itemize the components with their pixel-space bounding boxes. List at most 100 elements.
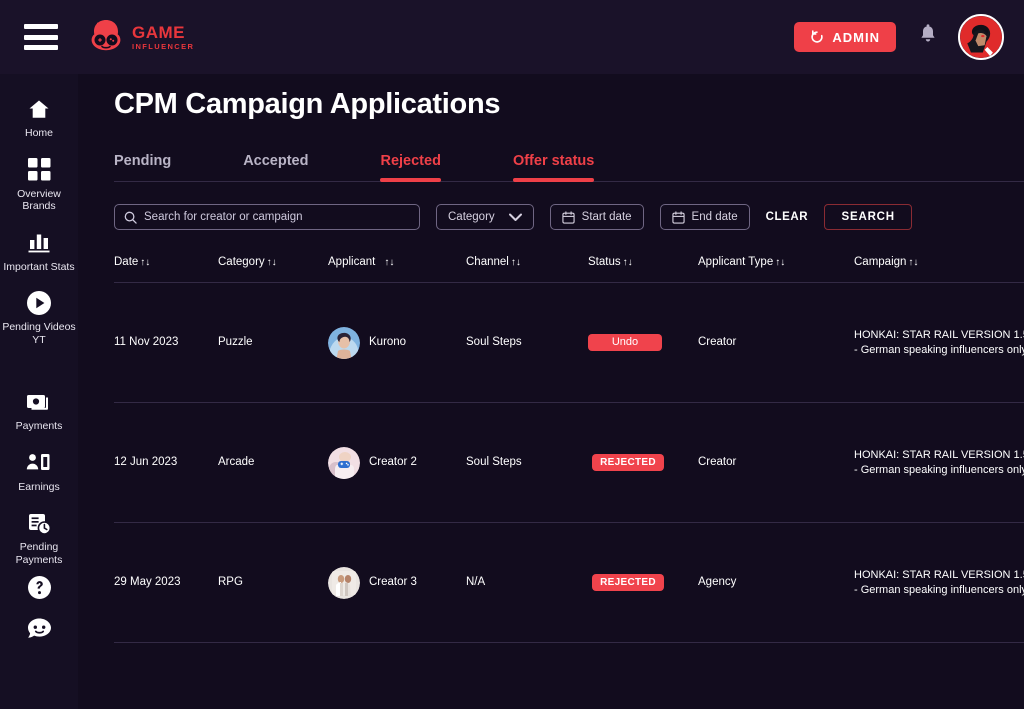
applicant-name: Creator 3 [369,576,417,588]
tab-bar: Pending Accepted Rejected Offer status [114,153,1024,182]
sidebar-item-label: Important Stats [3,260,75,273]
cell-category: Arcade [218,456,255,468]
column-header-date[interactable]: Date ↑↓ [114,256,218,268]
avatar-image [960,16,1002,58]
category-label: Category [448,211,495,223]
cell-status: REJECTED [588,454,698,471]
applicant-avatar [328,446,360,479]
brand-title: GAME [132,22,185,42]
search-input[interactable] [144,211,410,223]
sidebar-item-home[interactable]: Home [0,88,78,149]
applicant-name: Kurono [369,336,407,348]
admin-button[interactable]: ADMIN [794,22,896,52]
applicant-avatar [328,326,360,359]
sidebar-item-earnings[interactable]: Earnings [0,442,78,503]
cell-channel: Soul Steps [466,336,522,348]
cell-campaign: HONKAI: STAR RAIL VERSION 1.5 - German s… [854,449,1024,476]
tab-accepted[interactable]: Accepted [243,153,309,169]
column-label: Applicant [328,256,376,268]
cell-applicant: Kurono [328,326,466,359]
cell-applicant: Creator 2 [328,446,466,479]
cell-campaign: HONKAI: STAR RAIL VERSION 1.5 - German s… [854,569,1024,596]
column-header-applicant-type[interactable]: Applicant Type ↑↓ [698,256,854,268]
bell-icon [921,23,935,41]
sidebar-item-label: Earnings [18,480,60,493]
end-date-label: End date [691,211,738,223]
top-bar: GAME INFLUENCER ADMIN [0,0,1024,74]
cell-applicant-type: Creator [698,456,737,468]
sidebar-item-pending-payments[interactable]: Pending Payments [0,502,78,575]
sort-icon: ↑↓ [266,256,277,268]
top-bar-actions: ADMIN [794,14,1004,60]
sidebar-item-pending-videos-yt[interactable]: Pending Videos YT [0,282,78,355]
hamburger-menu-icon[interactable] [24,24,58,50]
cell-category: RPG [218,576,243,588]
tab-rejected[interactable]: Rejected [380,153,442,182]
category-select[interactable]: Category [436,204,534,230]
sort-icon: ↑↓ [622,256,633,268]
search-button[interactable]: SEARCH [824,204,913,230]
hamburger-bar [24,34,58,40]
end-date-picker[interactable]: End date [659,204,750,230]
cell-status: Undo [588,334,698,351]
user-avatar[interactable] [958,14,1004,60]
cell-status: REJECTED [588,574,698,591]
sort-icon: ↑↓ [140,256,151,268]
status-badge-rejected: REJECTED [592,574,664,591]
tab-pending[interactable]: Pending [114,153,172,169]
table-row[interactable]: 11 Nov 2023 Puzzle Kurono Soul St [114,283,1024,403]
sidebar: Home Overview Brands [0,74,78,709]
admin-button-label: ADMIN [832,29,880,45]
sidebar-item-overview-brands[interactable]: Overview Brands [0,149,78,222]
bar-chart-icon [27,231,51,255]
hamburger-bar [24,45,58,50]
cell-applicant: Creator 3 [328,566,466,599]
column-header-campaign[interactable]: Campaign ↑↓ [854,256,1024,268]
sidebar-item-label: Payments [15,420,63,432]
column-header-category[interactable]: Category ↑↓ [218,256,328,268]
help-circle-icon[interactable] [27,575,52,605]
refresh-icon [811,30,824,43]
filter-bar: Category Start date End [114,204,1024,230]
sidebar-item-label: Overview Brands [17,187,61,213]
search-box[interactable] [114,204,420,230]
sidebar-item-important-stats[interactable]: Important Stats [0,222,78,283]
cell-applicant-type: Agency [698,576,737,588]
brand-logo[interactable]: GAME INFLUENCER [86,17,194,57]
payments-icon [26,390,52,414]
cell-date: 11 Nov 2023 [114,336,179,348]
notification-bell-icon[interactable] [918,23,938,51]
applicant-avatar [328,566,360,599]
status-badge-undo[interactable]: Undo [588,334,662,351]
status-badge-rejected: REJECTED [592,454,664,471]
game-influencer-mascot-icon [91,20,121,51]
brand-subtitle: INFLUENCER [132,41,195,51]
cell-category: Puzzle [218,336,253,348]
sort-icon: ↑↓ [384,256,395,268]
applicant-name: Creator 2 [369,456,417,468]
sort-icon: ↑↓ [908,256,919,268]
play-circle-icon [26,291,52,315]
clear-button[interactable]: CLEAR [765,211,809,223]
cell-channel: N/A [466,576,486,588]
sidebar-item-label: Pending Payments [15,541,63,566]
sidebar-item-payments[interactable]: Payments [0,381,78,442]
pending-payments-icon [27,511,52,535]
column-header-channel[interactable]: Channel ↑↓ [466,256,588,268]
column-header-applicant[interactable]: Applicant ↑↓ [328,256,466,268]
column-header-status[interactable]: Status ↑↓ [588,256,698,268]
sort-icon: ↑↓ [775,256,786,268]
tab-offer-status[interactable]: Offer status [512,153,595,182]
column-label: Date [114,256,139,268]
cell-date: 12 Jun 2023 [114,456,178,468]
start-date-picker[interactable]: Start date [549,204,644,230]
search-icon [124,211,137,224]
support-face-icon[interactable] [26,617,53,645]
start-date-label: Start date [581,211,632,223]
earnings-icon [26,451,52,475]
table-row[interactable]: 12 Jun 2023 Arcade [114,403,1024,523]
table-row[interactable]: 29 May 2023 RPG [114,523,1024,643]
sort-icon: ↑↓ [510,256,521,268]
main-content: CPM Campaign Applications Pending Accept… [78,74,1024,709]
